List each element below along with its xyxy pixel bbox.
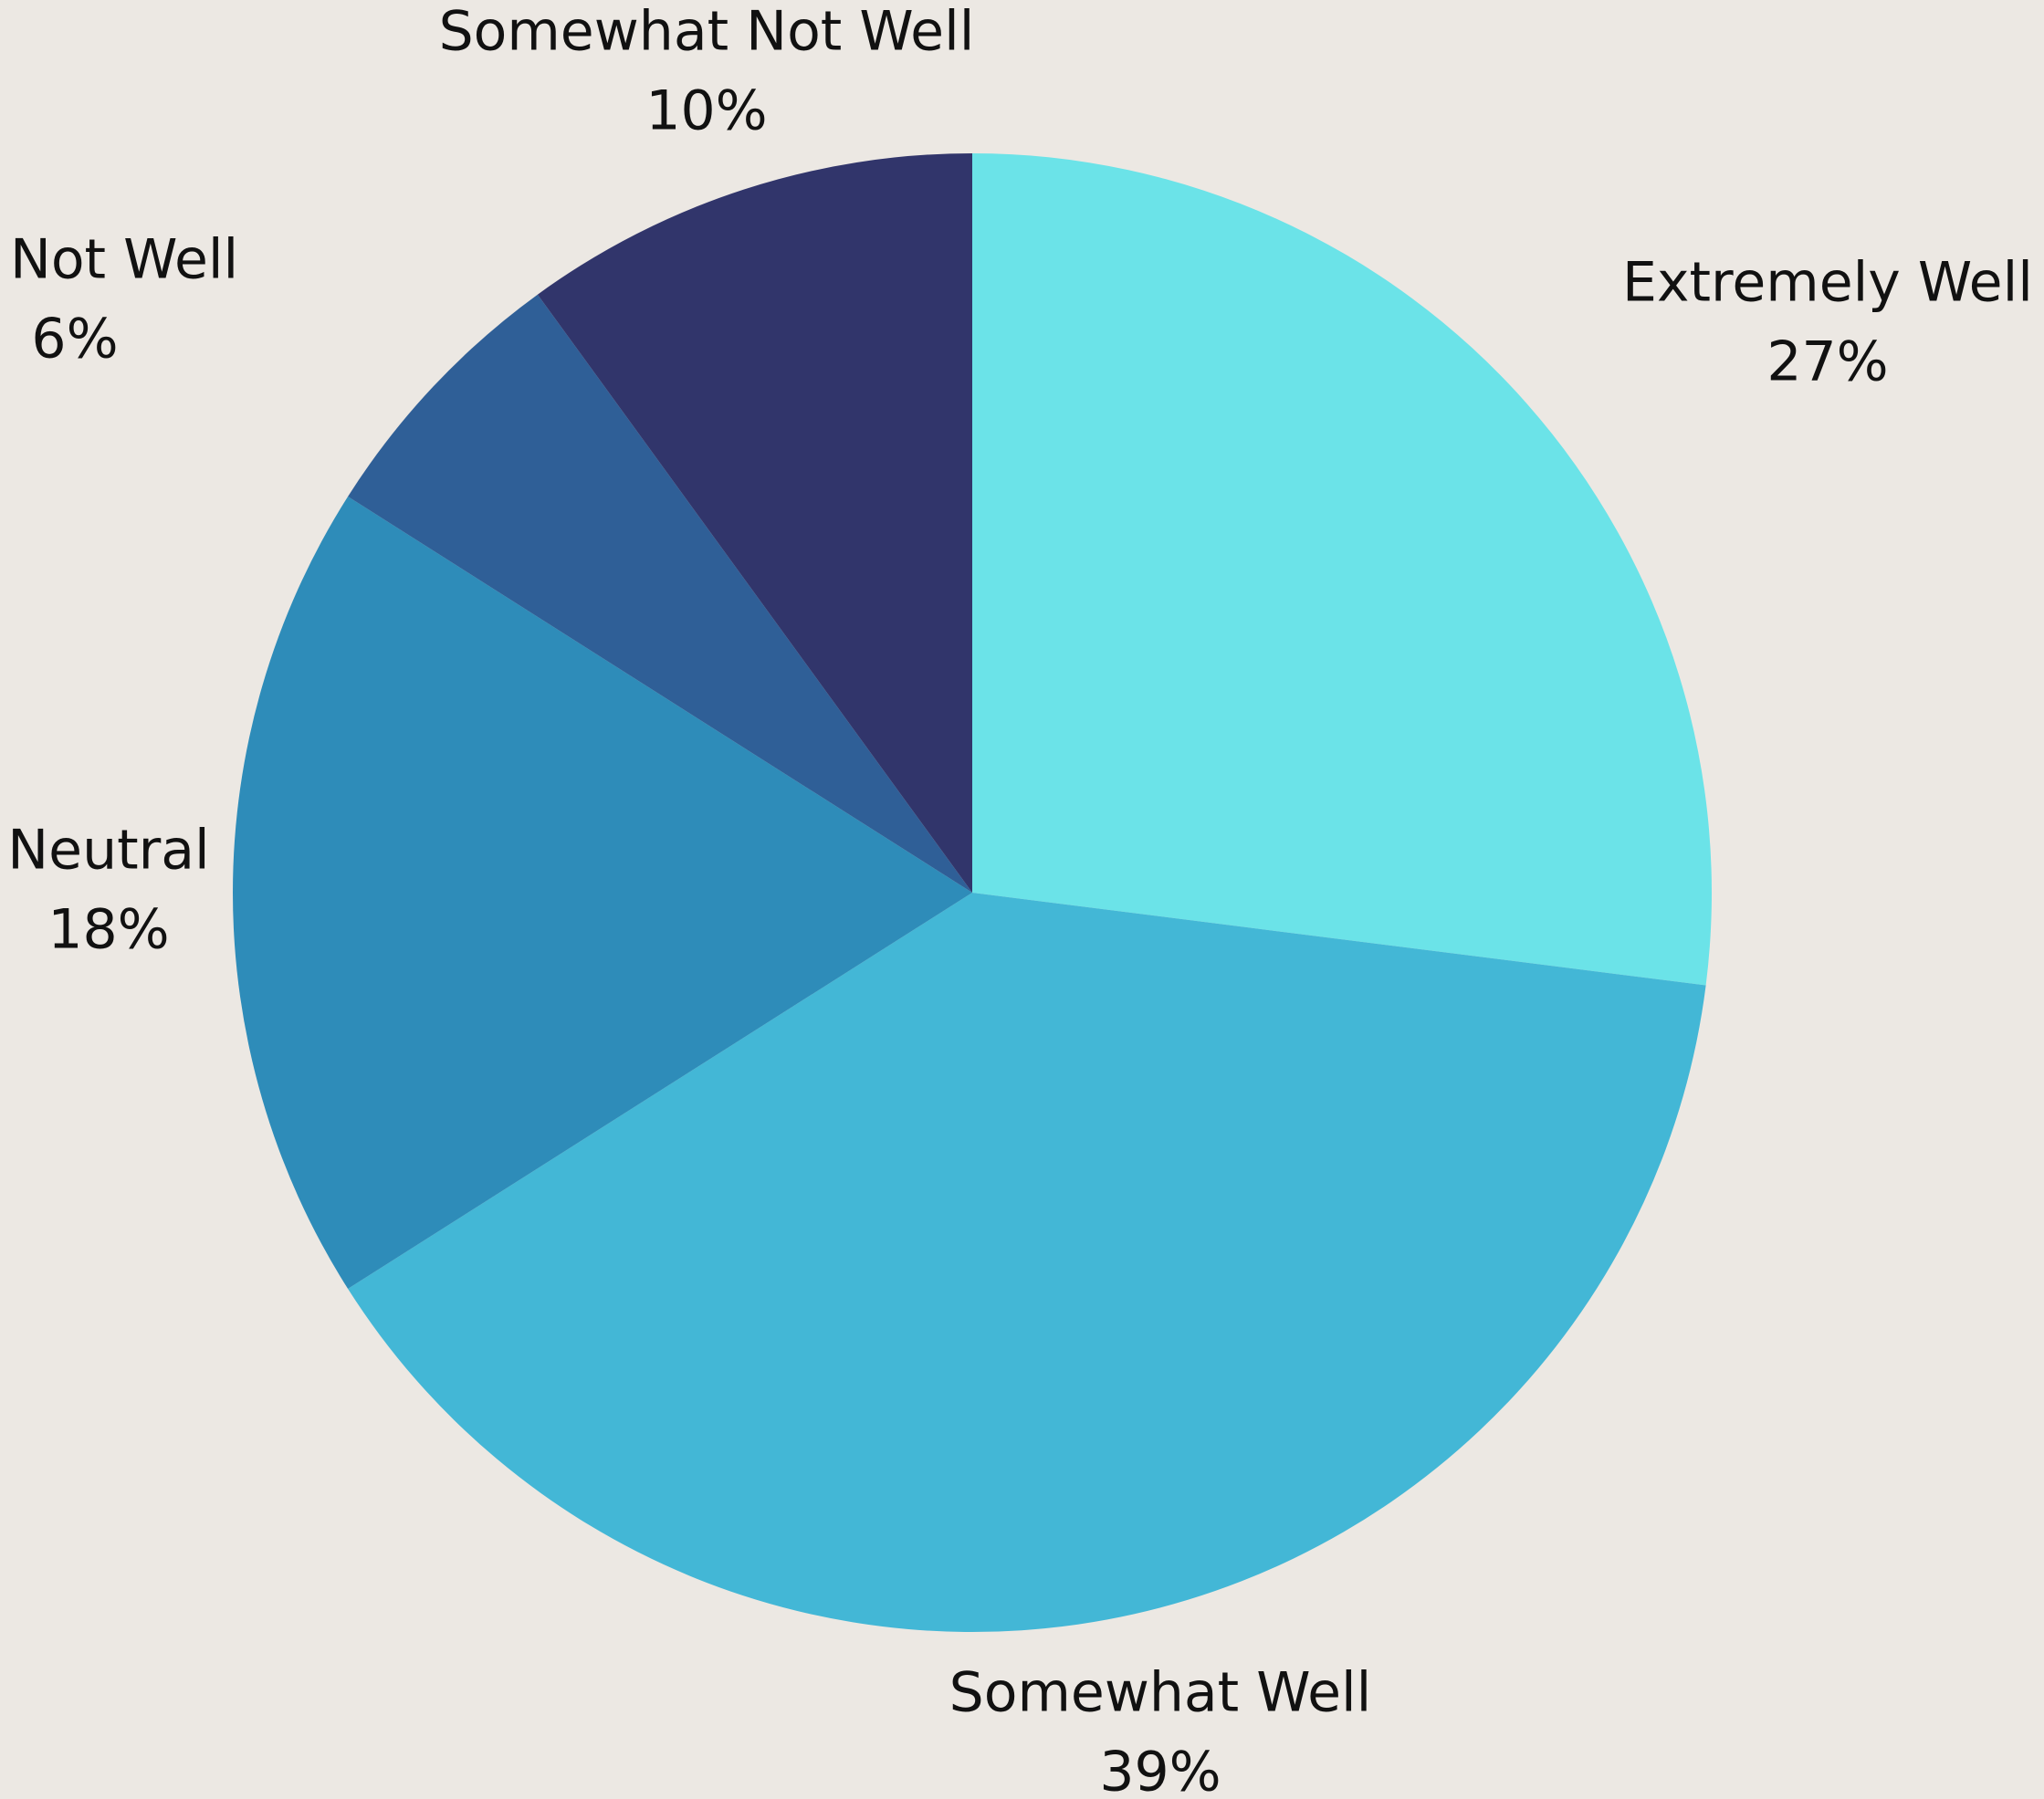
slice-label: Extremely Well [1622,251,2033,315]
pie-slice-ely-not-well [348,294,973,893]
pie-slice-somewhat-well [348,893,1706,1633]
slice-value-label: 27% [1766,330,1888,394]
slice-label: ely Not Well [0,228,238,292]
slice-value-label: 18% [47,898,169,962]
pie-slice-extremely-well [972,153,1712,986]
slice-label: Neutral [7,819,209,883]
pie-slice-neutral [233,496,972,1290]
slice-value-label: 10% [645,79,767,143]
slice-label: Somewhat Well [949,1661,1372,1725]
pie-slices [233,153,1712,1633]
pie-slice-somewhat-not-well [537,153,972,893]
slice-value-label: 6% [31,308,118,371]
slice-value-label: 39% [1099,1741,1221,1799]
slice-label: Somewhat Not Well [439,0,975,64]
